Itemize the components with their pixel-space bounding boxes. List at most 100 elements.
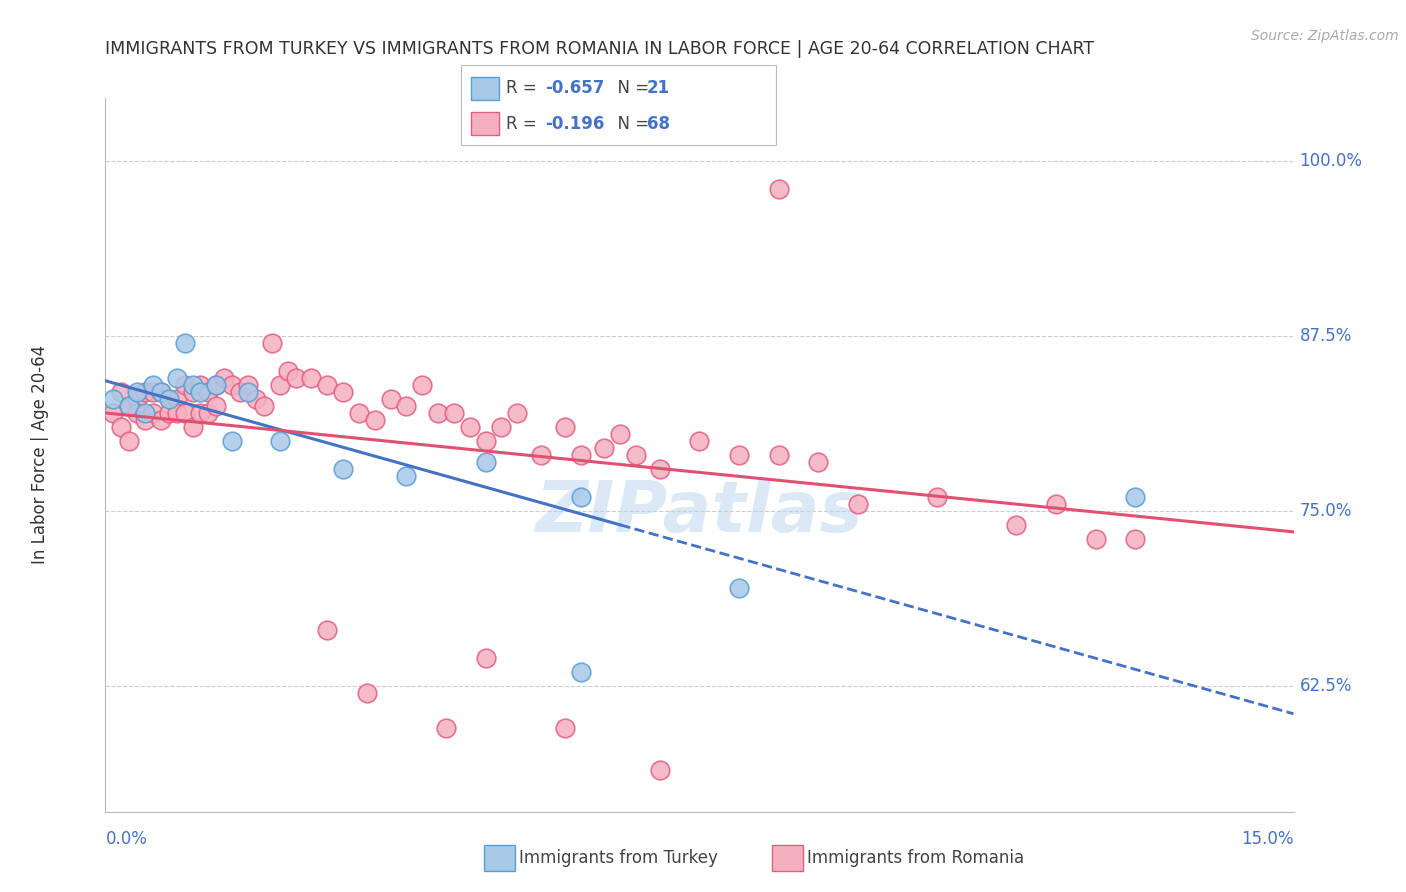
Point [110,420,132,434]
Point [229,384,252,399]
Point [127,384,149,399]
Point [569,665,592,679]
Point [149,384,172,399]
Text: Immigrants from Turkey: Immigrants from Turkey [519,849,717,867]
Point [181,420,204,434]
Point [166,392,188,406]
Text: -0.657: -0.657 [546,79,605,97]
Point [277,364,299,378]
Point [181,378,204,392]
Point [149,384,172,399]
Point [190,384,212,399]
Text: 15.0%: 15.0% [1241,830,1294,847]
Point [157,392,180,406]
Point [443,406,465,420]
Point [110,384,132,399]
Point [1084,532,1107,546]
Point [253,399,276,413]
Point [284,371,307,385]
Point [127,392,149,406]
Point [205,378,228,392]
Point [127,406,149,420]
Point [395,399,418,413]
Text: 0.0%: 0.0% [105,830,148,847]
Point [245,392,267,406]
Point [236,378,259,392]
Point [103,406,125,420]
Point [205,378,228,392]
Point [474,434,496,448]
Point [593,441,616,455]
Point [316,623,339,637]
Point [149,413,172,427]
Text: 68: 68 [647,115,669,133]
Point [624,448,647,462]
Point [118,399,141,413]
Point [728,581,751,595]
Point [1123,490,1146,504]
Text: 87.5%: 87.5% [1299,327,1351,345]
Point [506,406,529,420]
Point [181,384,204,399]
Point [648,462,671,476]
Point [173,378,195,392]
Point [427,406,450,420]
Point [569,490,592,504]
Point [530,448,553,462]
Point [197,406,219,420]
Point [554,721,576,735]
Point [157,392,180,406]
Text: 100.0%: 100.0% [1299,152,1362,170]
Point [190,378,212,392]
Point [347,406,370,420]
Point [221,434,243,448]
Text: Immigrants from Romania: Immigrants from Romania [807,849,1024,867]
Point [190,406,212,420]
Text: N =: N = [607,115,655,133]
Point [491,420,513,434]
Point [411,378,433,392]
Point [221,378,243,392]
Point [474,650,496,665]
Point [260,336,283,351]
Point [569,448,592,462]
Text: In Labor Force | Age 20-64: In Labor Force | Age 20-64 [31,345,49,565]
Point [142,406,165,420]
Point [142,384,165,399]
Text: R =: R = [506,115,543,133]
Point [332,462,354,476]
Point [236,384,259,399]
Point [103,392,125,406]
Point [1005,517,1028,532]
Point [395,469,418,483]
Point [925,490,948,504]
Point [134,413,156,427]
Text: IMMIGRANTS FROM TURKEY VS IMMIGRANTS FROM ROMANIA IN LABOR FORCE | AGE 20-64 COR: IMMIGRANTS FROM TURKEY VS IMMIGRANTS FRO… [105,40,1095,58]
Point [118,434,141,448]
Point [142,378,165,392]
Point [205,399,228,413]
Point [458,420,481,434]
Point [356,686,378,700]
Point [554,420,576,434]
Text: Source: ZipAtlas.com: Source: ZipAtlas.com [1251,29,1399,43]
Point [609,426,631,441]
Text: -0.196: -0.196 [546,115,605,133]
Point [1123,532,1146,546]
Point [134,384,156,399]
Text: R =: R = [506,79,543,97]
Point [434,721,457,735]
Point [1045,497,1067,511]
Text: N =: N = [607,79,655,97]
Point [807,455,830,469]
Point [299,371,322,385]
Point [166,371,188,385]
Text: 62.5%: 62.5% [1299,677,1353,695]
Text: 75.0%: 75.0% [1299,502,1351,520]
Text: 21: 21 [647,79,669,97]
Point [157,406,180,420]
Point [197,384,219,399]
Point [173,336,195,351]
Point [269,434,291,448]
Point [316,378,339,392]
